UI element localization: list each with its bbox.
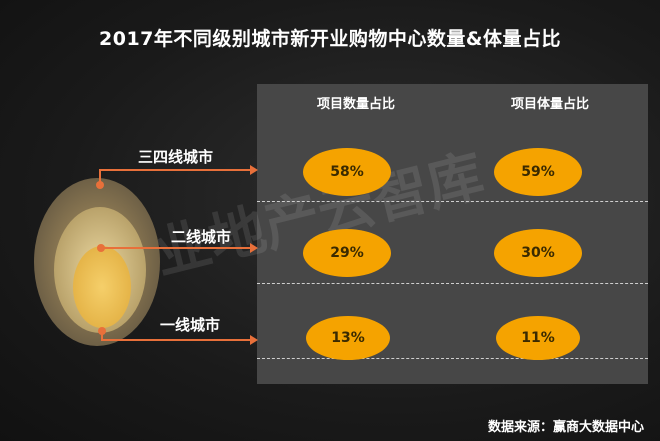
row-divider xyxy=(257,358,648,359)
data-source: 数据来源：赢商大数据中心 xyxy=(487,420,644,435)
connector-dot xyxy=(97,244,105,252)
volume-share-tier-2: 30% xyxy=(494,229,582,277)
chart-title: 2017年不同级别城市新开业购物中心数量&体量占比 xyxy=(99,28,561,50)
tier-1-ellipse xyxy=(73,246,131,328)
tier-label-2: 二线城市 xyxy=(171,228,232,246)
row-divider xyxy=(257,283,648,284)
volume-share-tier-3-4: 59% xyxy=(494,148,582,196)
connector-arrowhead xyxy=(250,243,258,253)
count-share-tier-2: 29% xyxy=(303,229,391,277)
column-header-count-share: 项目数量占比 xyxy=(316,97,395,112)
count-share-tier-3-4: 58% xyxy=(303,148,391,196)
row-divider xyxy=(257,201,648,202)
count-share-tier-1: 13% xyxy=(306,316,390,360)
tier-label-3-4: 三四线城市 xyxy=(138,148,214,166)
tier-label-1: 一线城市 xyxy=(160,316,221,334)
connector-dot xyxy=(98,327,106,335)
connector-arrowhead xyxy=(250,165,258,175)
column-header-volume-share: 项目体量占比 xyxy=(510,97,589,112)
volume-share-tier-1: 11% xyxy=(496,316,580,360)
connector-arrowhead xyxy=(250,335,258,345)
connector-tier-3-4 xyxy=(99,169,250,185)
connector-dot xyxy=(96,181,104,189)
